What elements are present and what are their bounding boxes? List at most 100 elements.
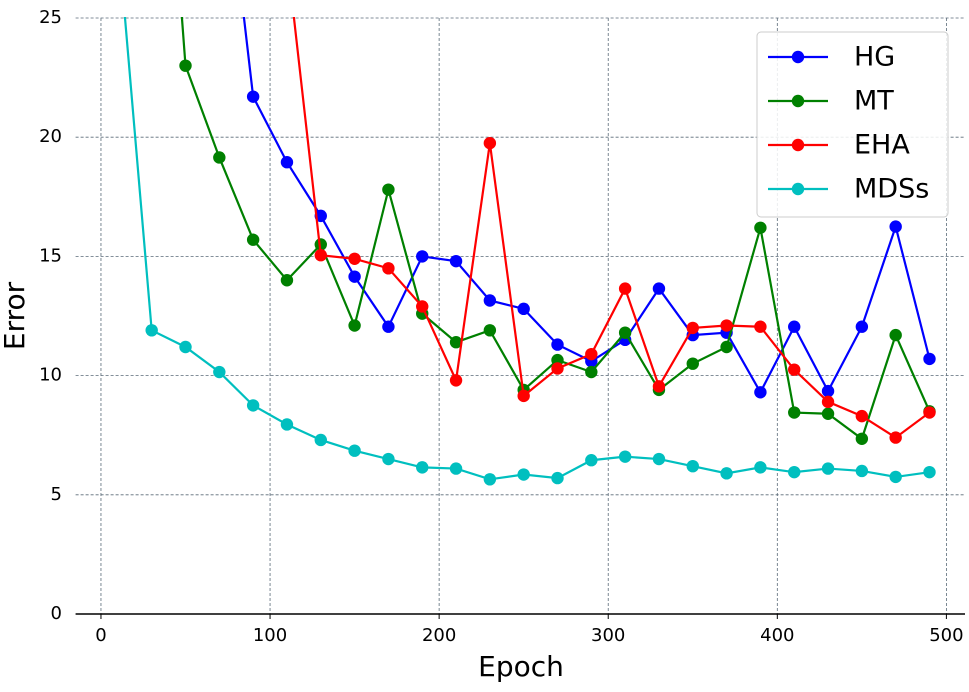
point xyxy=(585,454,598,467)
point xyxy=(889,328,902,342)
y-axis-label: Error xyxy=(0,281,31,350)
legend-label: MDSs xyxy=(854,174,929,205)
point xyxy=(551,338,564,351)
point xyxy=(585,365,598,379)
point xyxy=(517,302,530,316)
point xyxy=(754,386,767,399)
point xyxy=(923,352,936,366)
y-tick-label: 20 xyxy=(39,126,62,147)
point xyxy=(348,319,361,332)
point xyxy=(855,432,869,445)
x-tick-label: 300 xyxy=(591,625,625,646)
point xyxy=(788,363,801,376)
point xyxy=(280,156,294,169)
y-tick-label: 25 xyxy=(39,7,62,28)
point xyxy=(686,357,699,370)
legend-marker xyxy=(791,94,805,108)
series-line xyxy=(242,17,931,395)
point xyxy=(618,450,632,463)
legend-marker xyxy=(791,50,805,64)
point xyxy=(449,336,463,349)
point xyxy=(889,220,902,233)
point xyxy=(416,250,429,263)
point xyxy=(449,254,463,268)
point xyxy=(686,459,699,473)
legend-label: EHA xyxy=(854,130,910,161)
x-tick-label: 100 xyxy=(253,625,287,646)
point xyxy=(314,238,327,251)
point xyxy=(179,340,192,354)
point xyxy=(754,221,767,234)
point xyxy=(483,324,497,337)
point xyxy=(652,282,666,295)
point xyxy=(246,90,260,103)
x-axis-label: Epoch xyxy=(478,650,564,683)
point xyxy=(483,294,497,307)
point xyxy=(314,249,327,262)
point xyxy=(382,320,395,333)
point xyxy=(821,407,835,420)
point xyxy=(213,151,226,164)
point xyxy=(585,347,598,361)
point xyxy=(145,324,158,337)
point xyxy=(855,464,869,478)
point xyxy=(889,470,902,484)
point xyxy=(551,362,564,375)
point xyxy=(788,320,801,333)
point xyxy=(923,406,936,419)
point xyxy=(889,431,902,444)
point xyxy=(213,365,226,379)
point xyxy=(314,433,327,447)
point xyxy=(280,418,294,431)
point xyxy=(754,320,767,333)
point xyxy=(720,319,733,332)
x-tick-label: 500 xyxy=(929,625,963,646)
legend-box xyxy=(756,31,949,218)
point xyxy=(382,262,395,275)
point xyxy=(618,282,632,295)
point xyxy=(821,395,835,409)
point xyxy=(821,462,835,475)
point xyxy=(821,384,835,398)
y-tick-label: 15 xyxy=(39,245,62,266)
x-tick-label: 200 xyxy=(422,625,456,646)
point xyxy=(517,389,530,403)
point xyxy=(720,467,733,480)
legend-marker xyxy=(791,138,805,152)
point xyxy=(449,462,463,475)
point xyxy=(788,406,801,419)
plot-area xyxy=(123,17,936,486)
point xyxy=(246,233,260,246)
point xyxy=(652,380,666,393)
point xyxy=(754,461,767,474)
point xyxy=(855,409,869,423)
legend: HG MT EHA MDSs xyxy=(756,31,949,218)
point xyxy=(382,183,395,196)
point xyxy=(720,340,733,354)
x-tick-label: 0 xyxy=(95,625,106,646)
point xyxy=(348,252,361,265)
point xyxy=(923,465,936,479)
point xyxy=(449,374,463,387)
y-tick-label: 10 xyxy=(39,365,62,386)
point xyxy=(348,444,361,457)
y-tick-label: 5 xyxy=(51,484,62,505)
point xyxy=(280,274,294,287)
legend-label: MT xyxy=(854,86,894,117)
point xyxy=(686,321,699,335)
point xyxy=(179,59,192,72)
point xyxy=(551,471,564,485)
legend-label: HG xyxy=(854,42,895,73)
x-tick-label: 400 xyxy=(760,625,794,646)
point xyxy=(652,452,666,466)
series-line xyxy=(292,17,931,439)
point xyxy=(348,270,361,283)
point xyxy=(416,461,429,474)
point xyxy=(788,465,801,479)
point xyxy=(416,300,429,313)
point xyxy=(483,136,497,150)
legend-marker xyxy=(791,182,805,196)
point xyxy=(618,326,632,339)
point xyxy=(517,468,530,481)
